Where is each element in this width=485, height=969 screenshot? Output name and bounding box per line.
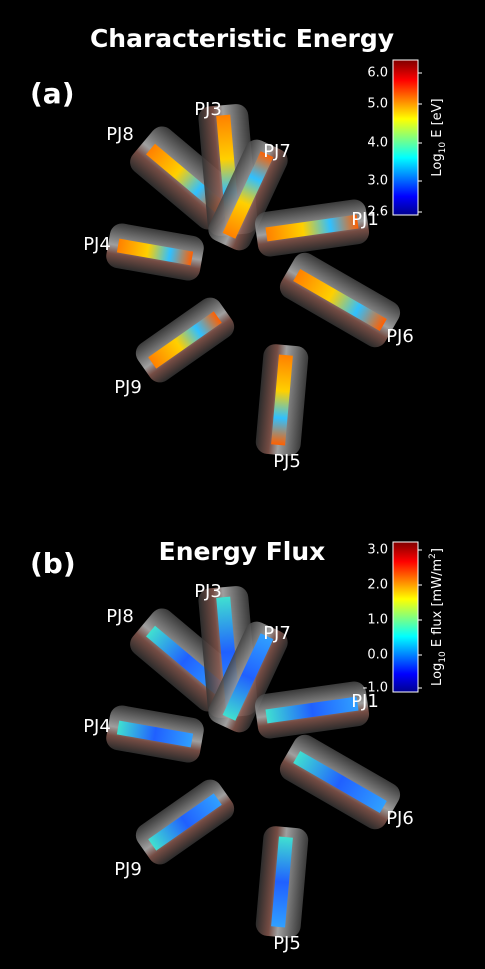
colorbar-tick-label: 4.0 xyxy=(367,136,388,151)
colorbar-tick-label: 5.0 xyxy=(367,97,388,112)
swath-label: PJ7 xyxy=(263,141,291,162)
swath-label: PJ5 xyxy=(273,933,301,954)
panel-title: Characteristic Energy xyxy=(90,24,394,53)
colorbar-tick-label: 0.0 xyxy=(367,648,388,663)
colorbar-label: Log10 E flux [mW/m2] xyxy=(428,548,448,686)
colorbar-label-part: 10 xyxy=(438,651,448,663)
swath xyxy=(276,248,405,351)
swath-label: PJ4 xyxy=(83,234,111,255)
panel: (a)PJ8PJ3PJ7PJ1PJ4PJ6PJ9PJ56.05.04.03.02… xyxy=(30,60,448,472)
swath-label: PJ8 xyxy=(106,124,134,145)
colorbar-label-part: Log xyxy=(430,663,445,686)
colorbar-tick-label: 3.0 xyxy=(367,174,388,189)
colorbar-label-part: E [eV] xyxy=(430,98,445,142)
swath-label: PJ7 xyxy=(263,623,291,644)
colorbar-label-part: 10 xyxy=(438,142,448,154)
swath xyxy=(255,343,309,457)
swath xyxy=(104,704,205,765)
swath-label: PJ3 xyxy=(194,99,222,120)
swath-label: PJ9 xyxy=(114,377,142,398)
colorbar-tick-label: 2.6 xyxy=(367,205,388,220)
figure: (a)PJ8PJ3PJ7PJ1PJ4PJ6PJ9PJ56.05.04.03.02… xyxy=(0,0,485,969)
colorbar-label-part: ] xyxy=(430,548,445,553)
swath xyxy=(131,775,239,869)
panel-title: Energy Flux xyxy=(159,537,326,566)
colorbar-label: Log10 E [eV] xyxy=(430,98,448,176)
panel: (b)PJ8PJ3PJ7PJ1PJ4PJ6PJ9PJ53.02.01.00.0-… xyxy=(30,542,448,954)
swath-label: PJ5 xyxy=(273,451,301,472)
colorbar-tick-label: 1.0 xyxy=(367,613,388,628)
swath-label: PJ6 xyxy=(386,326,414,347)
swath xyxy=(276,730,405,833)
swath xyxy=(131,293,239,387)
page: {"panels": [ {"title": "Characteristic E… xyxy=(0,0,485,969)
colorbar xyxy=(393,60,418,215)
colorbar-tick-label: 6.0 xyxy=(367,66,388,81)
colorbar-label-part: Log xyxy=(430,153,445,176)
swath-label: PJ3 xyxy=(194,581,222,602)
colorbar xyxy=(393,542,418,692)
colorbar-tick-label: 3.0 xyxy=(367,543,388,558)
panel-label: (a) xyxy=(30,77,75,110)
colorbar-label-part: E flux [mW/m xyxy=(430,559,445,651)
swath xyxy=(255,825,309,939)
colorbar-tick-label: -1.0 xyxy=(363,681,388,696)
swath-label: PJ9 xyxy=(114,859,142,880)
swath-label: PJ6 xyxy=(386,808,414,829)
swath-label: PJ8 xyxy=(106,606,134,627)
swath xyxy=(104,222,205,283)
swath-label: PJ4 xyxy=(83,716,111,737)
panel-label: (b) xyxy=(30,547,76,580)
colorbar-tick-label: 2.0 xyxy=(367,578,388,593)
